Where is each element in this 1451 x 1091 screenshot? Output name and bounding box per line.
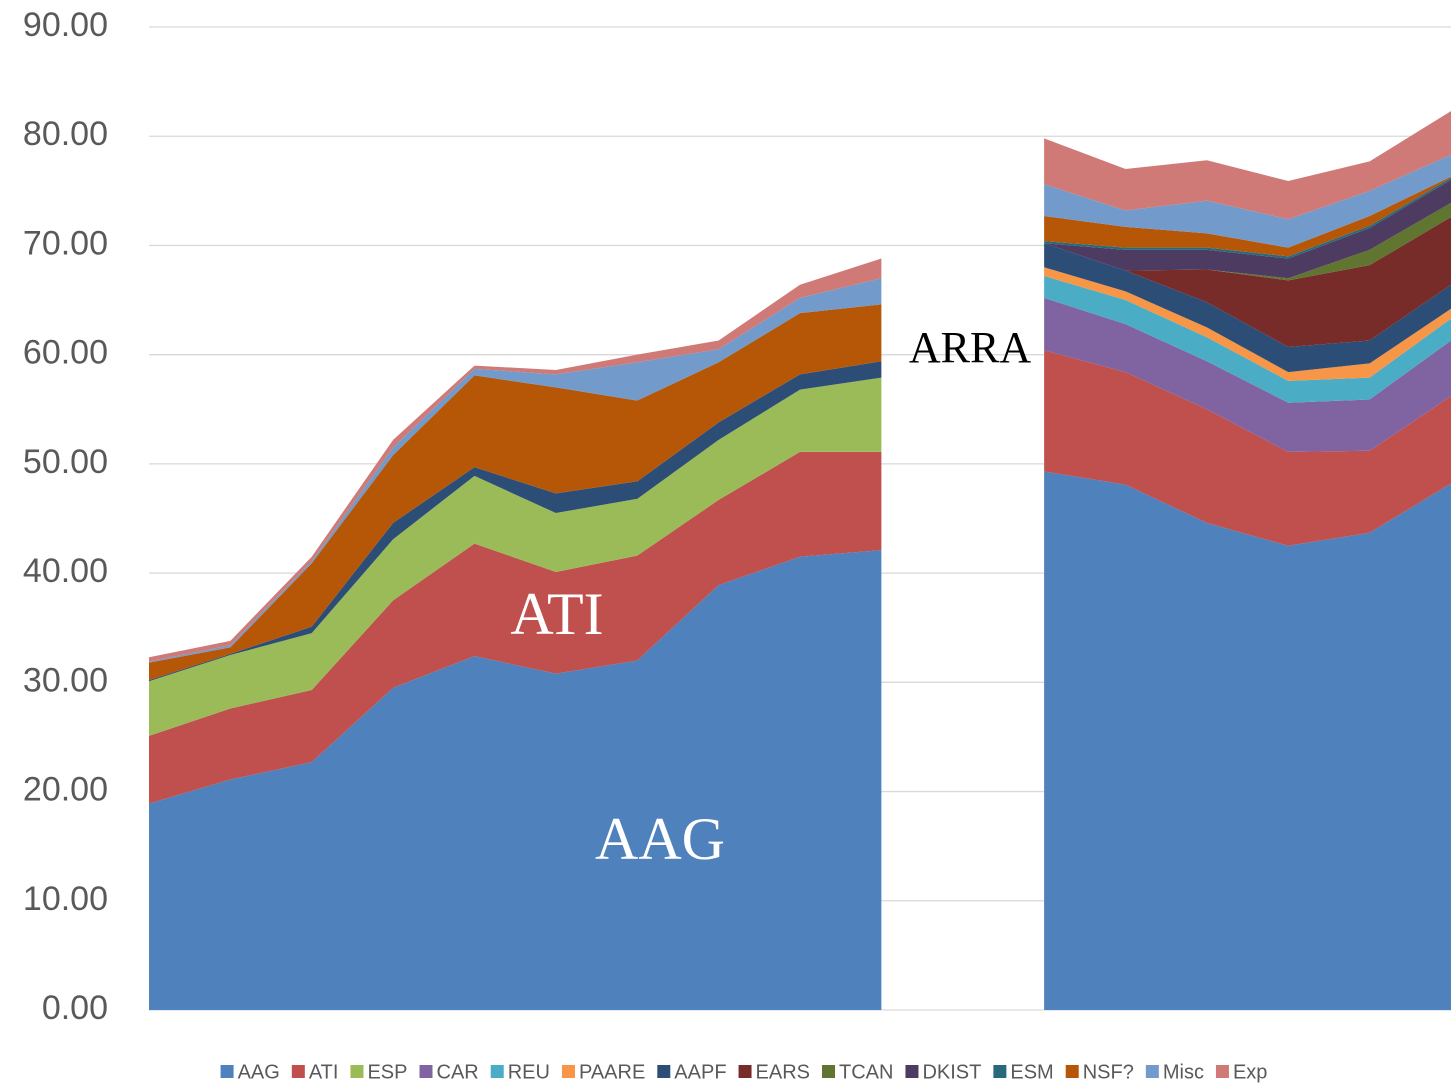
area	[149, 176, 1451, 681]
legend-swatch	[490, 1065, 504, 1078]
annotation: AAG	[595, 806, 725, 872]
legend-swatch	[822, 1065, 836, 1078]
legend-swatch	[657, 1065, 671, 1078]
legend-label: AAPF	[674, 1061, 726, 1083]
legend-label: CAR	[437, 1061, 479, 1083]
y-tick-label: 50.00	[23, 443, 108, 481]
y-tick-label: 0.00	[42, 989, 108, 1027]
legend-label: EARS	[756, 1061, 810, 1083]
legend-swatch	[561, 1065, 575, 1078]
area	[149, 350, 1451, 736]
legend-swatch	[993, 1065, 1007, 1078]
legend-swatch	[291, 1065, 305, 1078]
y-tick-label: 20.00	[23, 771, 108, 809]
legend-swatch	[220, 1065, 234, 1078]
legend-label: Exp	[1233, 1061, 1267, 1083]
y-tick-label: 80.00	[23, 115, 108, 153]
legend-swatch	[905, 1065, 919, 1078]
legend-label: REU	[508, 1061, 550, 1083]
legend-label: TCAN	[839, 1061, 893, 1083]
y-tick-label: 60.00	[23, 334, 108, 372]
y-tick-label: 10.00	[23, 880, 108, 918]
legend-label: Misc	[1163, 1061, 1204, 1083]
legend-label: ESP	[367, 1061, 407, 1083]
legend-label: ATI	[309, 1061, 339, 1083]
legend-swatch	[1215, 1065, 1229, 1078]
y-tick-label: 40.00	[23, 552, 108, 590]
legend-swatch	[1145, 1065, 1159, 1078]
area	[149, 350, 1451, 804]
y-tick-label: 70.00	[23, 224, 108, 262]
annotation: ATI	[510, 581, 603, 647]
legend-swatch	[738, 1065, 752, 1078]
legend-swatch	[1065, 1065, 1079, 1078]
y-tick-label: 30.00	[23, 661, 108, 699]
legend-label: NSF?	[1083, 1061, 1134, 1083]
legend-swatch	[350, 1065, 364, 1078]
legend-label: DKIST	[922, 1061, 981, 1083]
y-tick-label: 90.00	[23, 6, 108, 44]
legend-label: ESM	[1010, 1061, 1053, 1083]
legend: AAG ATI ESP CAR REU PAARE AAPF EARS TCAN DKIST ESM…	[220, 1061, 1267, 1083]
legend-swatch	[419, 1065, 433, 1078]
legend-label: AAG	[238, 1061, 280, 1083]
legend-label: PAARE	[579, 1061, 645, 1083]
annotation: ARRA	[909, 323, 1031, 372]
area	[149, 471, 1451, 1011]
